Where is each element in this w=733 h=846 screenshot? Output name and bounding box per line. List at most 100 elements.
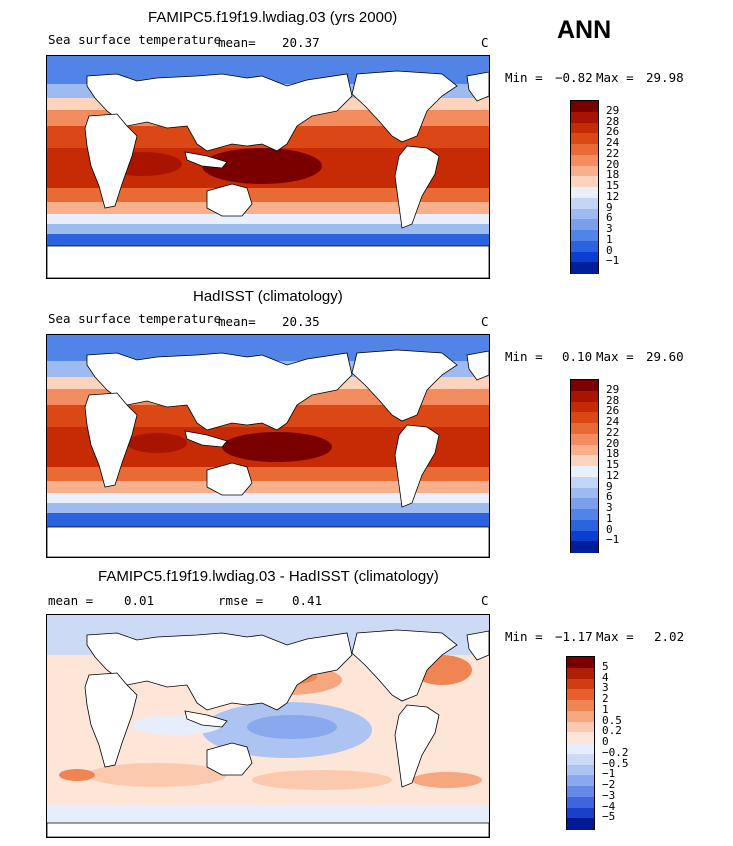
panel3-rmse-value: 0.41	[292, 593, 323, 608]
panel3-min-label: Min =	[505, 629, 543, 644]
panel3-land	[47, 629, 489, 837]
colorbar-label: −5	[602, 810, 616, 824]
panel1-min-label: Min =	[505, 70, 543, 85]
panel1-map-svg	[47, 56, 489, 278]
colorbar-label: 28	[606, 393, 620, 407]
colorbar-label: 24	[606, 136, 620, 149]
colorbar-swatch	[571, 519, 598, 531]
colorbar-swatch	[567, 667, 594, 679]
panel3-map	[46, 614, 490, 838]
panel1-units: C	[481, 35, 489, 50]
colorbar-swatch	[571, 122, 598, 134]
colorbar-label: 26	[606, 125, 620, 139]
panel3-mean-value: 0.01	[124, 593, 155, 608]
panel1-map	[46, 55, 490, 279]
colorbar-label: 3	[602, 681, 609, 695]
panel2-mean-value: 20.35	[282, 314, 320, 329]
colorbar-label: 5	[602, 659, 609, 673]
colorbar-swatch	[571, 433, 598, 445]
colorbar-swatch	[567, 807, 594, 819]
panel3-colorbar-labels: 5 4 3 2 1 0.5 0.2 0 −0.2 −0.5 −1 −2 −3 −4 −5	[602, 656, 642, 828]
colorbar-swatch	[571, 466, 598, 478]
colorbar-label: −4	[602, 799, 616, 813]
colorbar-swatch	[571, 455, 598, 467]
colorbar-swatch	[567, 710, 594, 722]
colorbar-swatch	[571, 509, 598, 521]
panel3-map-svg	[47, 615, 489, 837]
panel2-min-label: Min =	[505, 349, 543, 364]
panel2-title: HadISST (climatology)	[193, 288, 343, 305]
colorbar-label: 1	[606, 232, 613, 246]
panel1-mean-label: mean=	[218, 35, 256, 50]
colorbar-swatch	[571, 240, 598, 252]
colorbar-swatch	[571, 101, 598, 113]
colorbar-swatch	[571, 412, 598, 424]
panel2-colorbar-labels: 29 28 26 24 22 20 18 15 12 9 6 3 1 0 −1	[606, 379, 646, 551]
panel3-title: FAMIPC5.f19f19.lwdiag.03 - HadISST (clim…	[98, 568, 439, 585]
panel1-title: FAMIPC5.f19f19.lwdiag.03 (yrs 2000)	[148, 9, 398, 26]
colorbar-label: 15	[606, 458, 620, 471]
colorbar-swatch	[567, 775, 594, 787]
panel2-mean-label: mean=	[218, 314, 256, 329]
colorbar-label: −0.5	[602, 756, 629, 770]
colorbar-swatch	[567, 721, 594, 733]
panel2-max-value: 29.60	[646, 349, 684, 364]
colorbar-swatch	[571, 187, 598, 199]
colorbar-swatch	[571, 165, 598, 177]
panel2-max-label: Max =	[596, 349, 634, 364]
colorbar-swatch	[571, 197, 598, 209]
colorbar-label: 22	[606, 146, 620, 160]
colorbar-label: 0	[606, 522, 613, 536]
colorbar-swatch	[571, 144, 598, 156]
colorbar-label: 20	[606, 436, 620, 450]
colorbar-label: −1	[606, 533, 620, 547]
colorbar-swatch	[571, 380, 598, 392]
colorbar-swatch	[571, 401, 598, 413]
colorbar-label: −2	[602, 778, 616, 791]
panel3-max-value: 2.02	[654, 629, 685, 644]
colorbar-swatch	[571, 219, 598, 231]
colorbar-label: 1	[602, 702, 609, 716]
colorbar-swatch	[571, 498, 598, 510]
colorbar-label: 18	[606, 447, 620, 461]
panel3-units: C	[481, 593, 489, 608]
colorbar-swatch	[571, 390, 598, 402]
colorbar-label: 18	[606, 168, 620, 182]
colorbar-label: 4	[602, 670, 609, 684]
colorbar-swatch	[567, 786, 594, 798]
colorbar-swatch	[567, 753, 594, 765]
colorbar-label: −1	[602, 767, 616, 781]
panel1-mean-value: 20.37	[282, 35, 320, 50]
panel2-colorbar	[570, 379, 599, 553]
colorbar-swatch	[567, 743, 594, 755]
colorbar-swatch	[571, 541, 598, 553]
colorbar-label: 24	[606, 415, 620, 428]
colorbar-label: 0.5	[602, 713, 622, 727]
colorbar-label: 0	[606, 243, 613, 257]
colorbar-label: 12	[606, 189, 620, 203]
colorbar-label: 22	[606, 425, 620, 439]
colorbar-swatch	[571, 111, 598, 123]
colorbar-swatch	[567, 796, 594, 808]
colorbar-label: 28	[606, 114, 620, 128]
season-label: ANN	[557, 16, 612, 44]
colorbar-swatch	[567, 657, 594, 669]
colorbar-swatch	[571, 230, 598, 242]
colorbar-label: 26	[606, 404, 620, 418]
panel1-colorbar	[570, 100, 599, 274]
colorbar-label: 9	[606, 200, 613, 214]
colorbar-label: 1	[606, 511, 613, 525]
colorbar-swatch	[571, 133, 598, 145]
colorbar-label: 29	[606, 103, 620, 117]
colorbar-label: 12	[606, 468, 620, 482]
colorbar-label: −0.2	[602, 745, 629, 759]
panel2-units: C	[481, 314, 489, 329]
colorbar-swatch	[567, 700, 594, 712]
colorbar-label: 0.2	[602, 724, 622, 738]
colorbar-label: 2	[602, 692, 609, 705]
colorbar-label: 3	[606, 501, 613, 514]
colorbar-swatch	[571, 176, 598, 188]
colorbar-swatch	[571, 208, 598, 220]
panel1-land	[47, 70, 489, 278]
colorbar-label: 15	[606, 179, 620, 192]
